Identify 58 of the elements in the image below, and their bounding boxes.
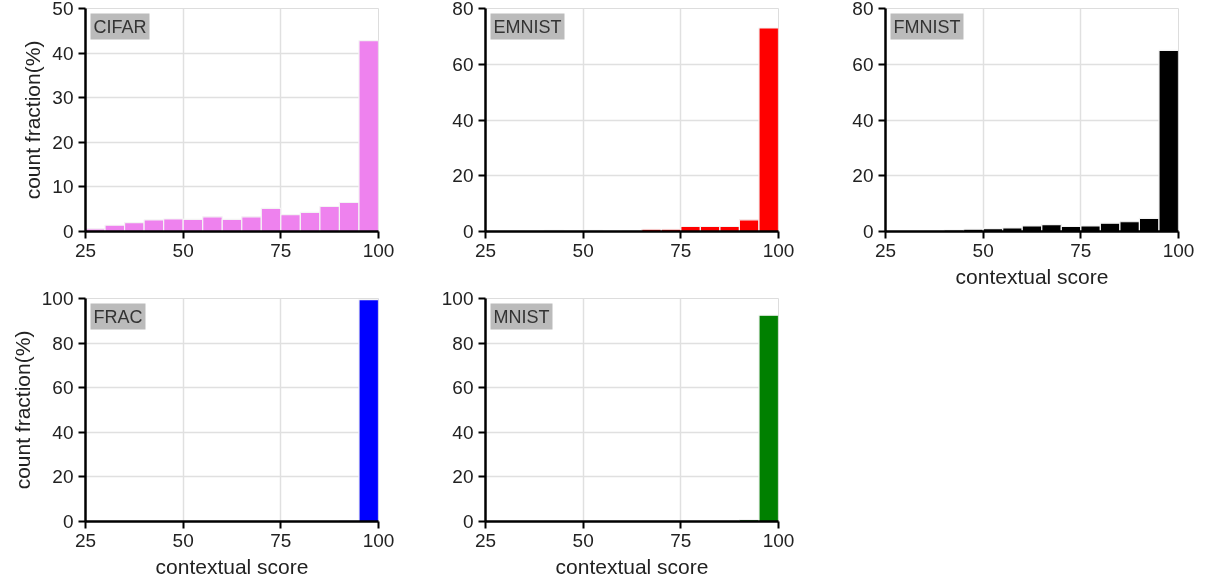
x-tick-label: 75 [270, 529, 292, 551]
y-tick-label: 60 [452, 377, 474, 399]
x-tick-label: 25 [874, 239, 897, 261]
x-tick-label: 25 [74, 529, 97, 551]
y-tick-label: 50 [52, 0, 74, 19]
x-tick-label: 75 [670, 239, 692, 261]
y-tick-label: 30 [52, 87, 74, 109]
x-tick-label: 25 [74, 239, 97, 261]
x-tick-label: 25 [474, 239, 497, 261]
chart-title: CIFAR [93, 16, 147, 37]
x-tick-label: 50 [572, 239, 594, 261]
chart-title: FMNIST [893, 16, 961, 37]
y-tick-label: 60 [852, 53, 874, 75]
y-tick-label: 0 [462, 511, 474, 532]
y-tick-label: 80 [452, 332, 474, 354]
y-tick-label: 40 [452, 421, 474, 443]
y-tick-label: 20 [52, 131, 74, 153]
x-axis-title: contextual score [155, 554, 309, 578]
y-tick-label: 80 [852, 0, 874, 19]
x-tick-label: 50 [172, 529, 194, 551]
x-tick-label: 75 [1070, 239, 1092, 261]
y-tick-label: 20 [452, 466, 474, 488]
y-tick-label: 100 [41, 288, 74, 309]
y-tick-label: 60 [52, 377, 74, 399]
y-tick-label: 80 [452, 0, 474, 19]
y-tick-label: 80 [52, 332, 74, 354]
y-tick-label: 100 [441, 288, 474, 309]
x-tick-label: 75 [270, 239, 292, 261]
y-tick-label: 40 [452, 109, 474, 131]
y-axis-title: count fraction(%) [21, 40, 45, 200]
x-tick-label: 100 [762, 239, 795, 261]
y-tick-label: 40 [52, 421, 74, 443]
x-tick-label: 50 [172, 239, 194, 261]
chart-title: EMNIST [493, 16, 562, 37]
y-tick-label: 20 [52, 466, 74, 488]
chart-title: FRAC [93, 306, 143, 327]
y-tick-label: 10 [52, 176, 74, 198]
y-tick-label: 20 [852, 165, 874, 187]
y-tick-label: 20 [452, 165, 474, 187]
x-axis-title: contextual score [555, 554, 709, 578]
y-tick-label: 0 [62, 221, 74, 242]
x-tick-label: 50 [572, 529, 594, 551]
y-tick-label: 0 [62, 511, 74, 532]
x-tick-label: 100 [362, 529, 395, 551]
chart-title: MNIST [493, 306, 550, 327]
x-tick-label: 100 [1162, 239, 1195, 261]
x-tick-label: 50 [972, 239, 994, 261]
x-tick-label: 100 [362, 239, 395, 261]
y-tick-label: 40 [52, 42, 74, 64]
y-tick-label: 0 [462, 221, 474, 242]
y-tick-label: 0 [862, 221, 874, 242]
x-tick-label: 25 [474, 529, 497, 551]
x-axis-title: contextual score [955, 264, 1109, 288]
x-tick-label: 100 [762, 529, 795, 551]
y-tick-label: 40 [852, 109, 874, 131]
y-tick-label: 60 [452, 53, 474, 75]
x-tick-label: 75 [670, 529, 692, 551]
y-axis-title: count fraction(%) [10, 330, 34, 490]
